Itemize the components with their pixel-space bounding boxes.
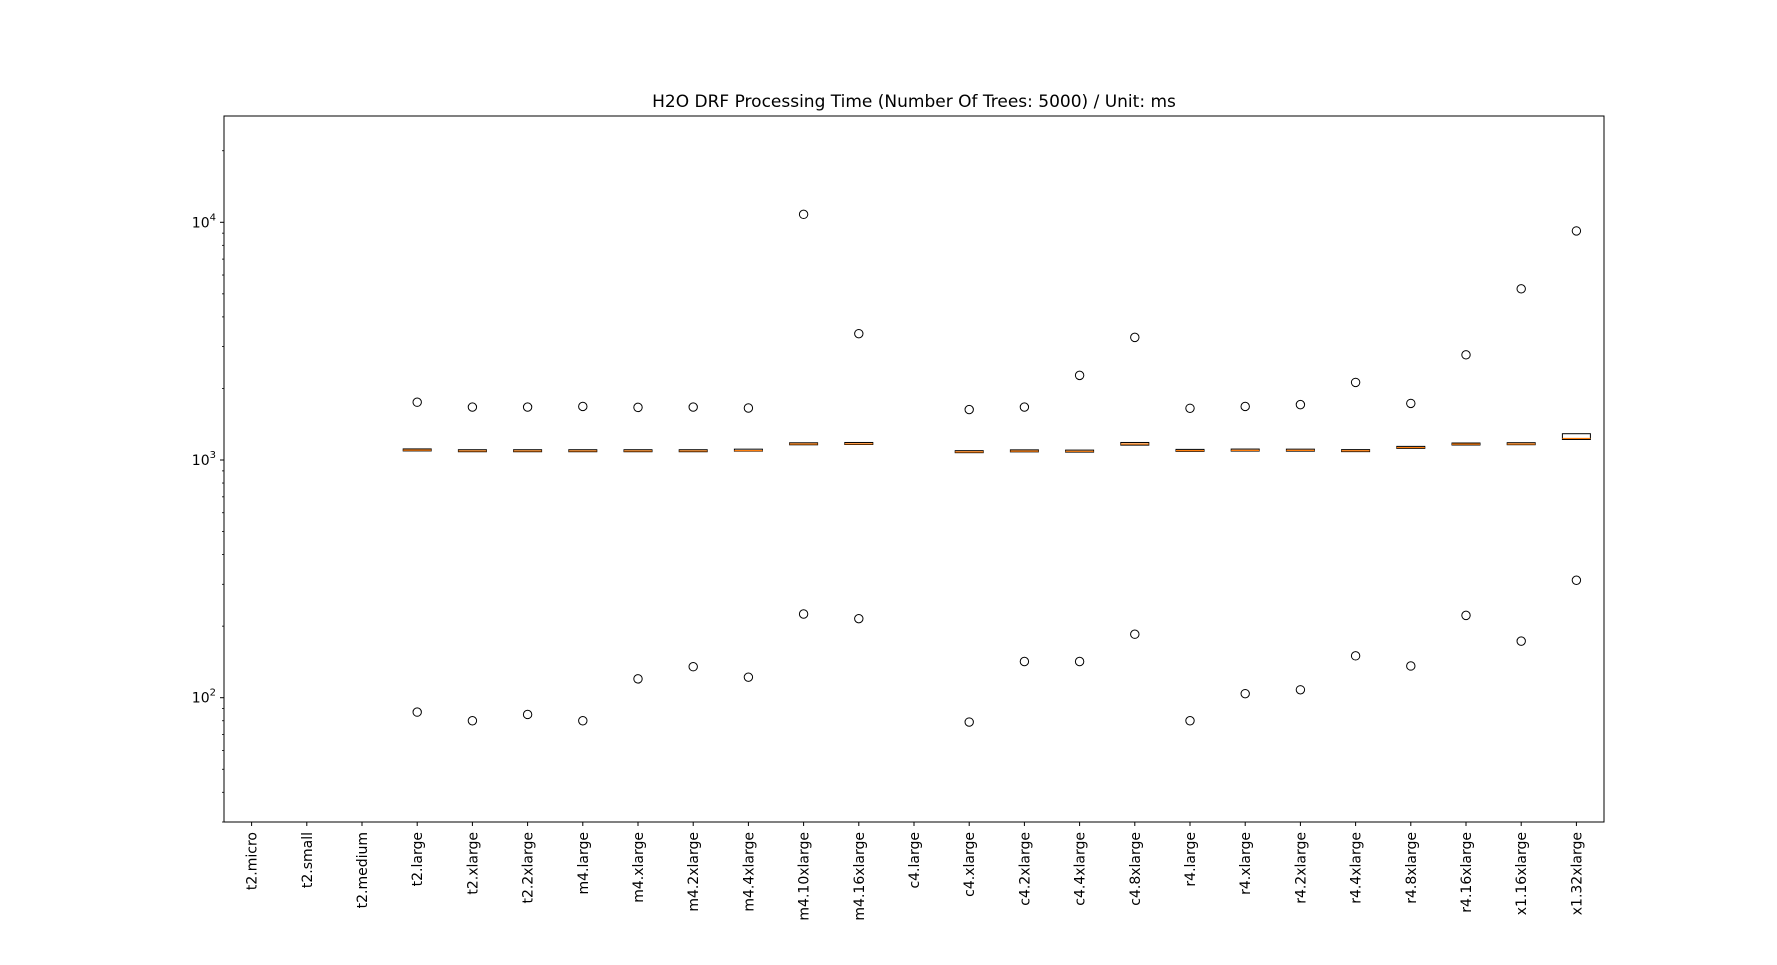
y-tick-exponent: 2	[210, 688, 216, 699]
y-tick-exponent: 4	[210, 212, 216, 223]
chart-title: H2O DRF Processing Time (Number Of Trees…	[652, 92, 1176, 112]
y-tick-label: 102	[192, 688, 216, 707]
flier-point	[1461, 610, 1471, 621]
flier-point	[964, 717, 974, 727]
y-tick-base: 10	[192, 215, 210, 231]
flier-point	[1130, 629, 1140, 639]
x-tick-label: x1.32xlarge	[1569, 832, 1585, 915]
x-tick-label: r4.16xlarge	[1459, 832, 1475, 913]
x-tick-label: t2.micro	[245, 832, 261, 890]
x-tick-label: c4.large	[907, 832, 923, 889]
x-tick-label: c4.2xlarge	[1017, 832, 1033, 906]
flier-point	[688, 402, 698, 412]
x-tick-label: m4.xlarge	[631, 832, 647, 903]
flier-point	[1074, 656, 1085, 667]
y-tick-base: 10	[192, 453, 210, 469]
x-tick-label: t2.small	[300, 832, 316, 888]
flier-point	[1019, 656, 1030, 667]
flier-point	[1019, 402, 1030, 412]
flier-point	[522, 402, 533, 412]
flier-point	[1240, 401, 1250, 412]
flier-point	[964, 404, 974, 415]
x-tick-label: t2.large	[410, 832, 426, 886]
x-tick-label: t2.medium	[355, 832, 371, 908]
flier-point	[578, 401, 588, 412]
flier-point	[578, 716, 588, 726]
flier-point	[412, 397, 422, 407]
flier-point	[854, 328, 864, 339]
flier-point	[1571, 226, 1582, 236]
flier-point	[1185, 716, 1195, 726]
flier-point	[1295, 399, 1306, 410]
flier-point	[854, 613, 864, 624]
flier-point	[1074, 370, 1085, 381]
x-tick-label: r4.4xlarge	[1349, 832, 1365, 904]
flier-point	[1350, 651, 1361, 661]
x-tick-label: c4.xlarge	[962, 832, 978, 897]
flier-point	[1461, 350, 1471, 360]
x-tick-label: c4.4xlarge	[1073, 832, 1089, 906]
x-tick-label: c4.8xlarge	[1128, 832, 1144, 906]
flier-point	[522, 709, 533, 720]
flier-point	[633, 402, 643, 413]
x-tick-label: t2.2xlarge	[521, 832, 537, 904]
flier-point	[1350, 377, 1361, 388]
x-tick-label: m4.2xlarge	[686, 832, 702, 912]
x-tick-label: m4.large	[576, 832, 592, 894]
y-tick-label: 104	[192, 212, 216, 231]
x-tick-label: r4.2xlarge	[1293, 832, 1309, 904]
flier-point	[798, 609, 809, 619]
flier-point	[412, 707, 422, 717]
x-tick-label: x1.16xlarge	[1514, 832, 1530, 915]
x-tick-label: m4.16xlarge	[852, 832, 868, 921]
x-tick-label: t2.xlarge	[465, 832, 481, 895]
plot-frame	[223, 115, 1605, 823]
flier-point	[633, 674, 643, 684]
x-tick-label: r4.large	[1183, 832, 1199, 887]
x-tick-label: m4.10xlarge	[797, 832, 813, 921]
flier-point	[1406, 398, 1416, 409]
flier-point	[1516, 284, 1526, 294]
flier-point	[1571, 575, 1582, 585]
y-tick-base: 10	[192, 691, 210, 707]
flier-point	[1130, 332, 1140, 343]
flier-point	[467, 716, 478, 726]
x-tick-label: r4.8xlarge	[1404, 832, 1420, 904]
y-tick-exponent: 3	[210, 450, 216, 461]
flier-point	[1295, 685, 1306, 695]
x-tick-label: r4.xlarge	[1238, 832, 1254, 895]
flier-point	[743, 403, 754, 413]
flier-point	[1240, 688, 1250, 699]
flier-point	[467, 402, 478, 412]
x-tick-label: m4.4xlarge	[741, 832, 757, 912]
flier-point	[688, 662, 698, 672]
flier-point	[798, 209, 809, 220]
y-tick-label: 103	[192, 450, 216, 469]
flier-point	[1516, 636, 1526, 646]
flier-point	[743, 672, 754, 682]
flier-point	[1185, 403, 1195, 414]
box	[1561, 433, 1591, 440]
flier-point	[1406, 661, 1416, 671]
